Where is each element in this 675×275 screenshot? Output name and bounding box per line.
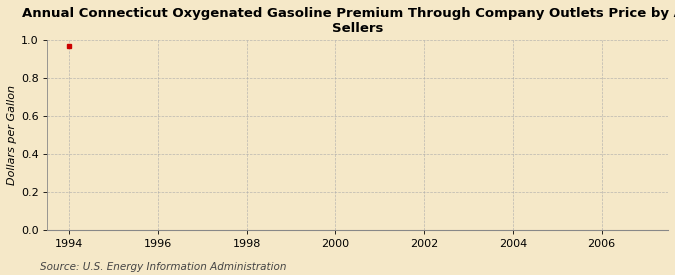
Y-axis label: Dollars per Gallon: Dollars per Gallon <box>7 85 17 185</box>
Title: Annual Connecticut Oxygenated Gasoline Premium Through Company Outlets Price by : Annual Connecticut Oxygenated Gasoline P… <box>22 7 675 35</box>
Text: Source: U.S. Energy Information Administration: Source: U.S. Energy Information Administ… <box>40 262 287 272</box>
